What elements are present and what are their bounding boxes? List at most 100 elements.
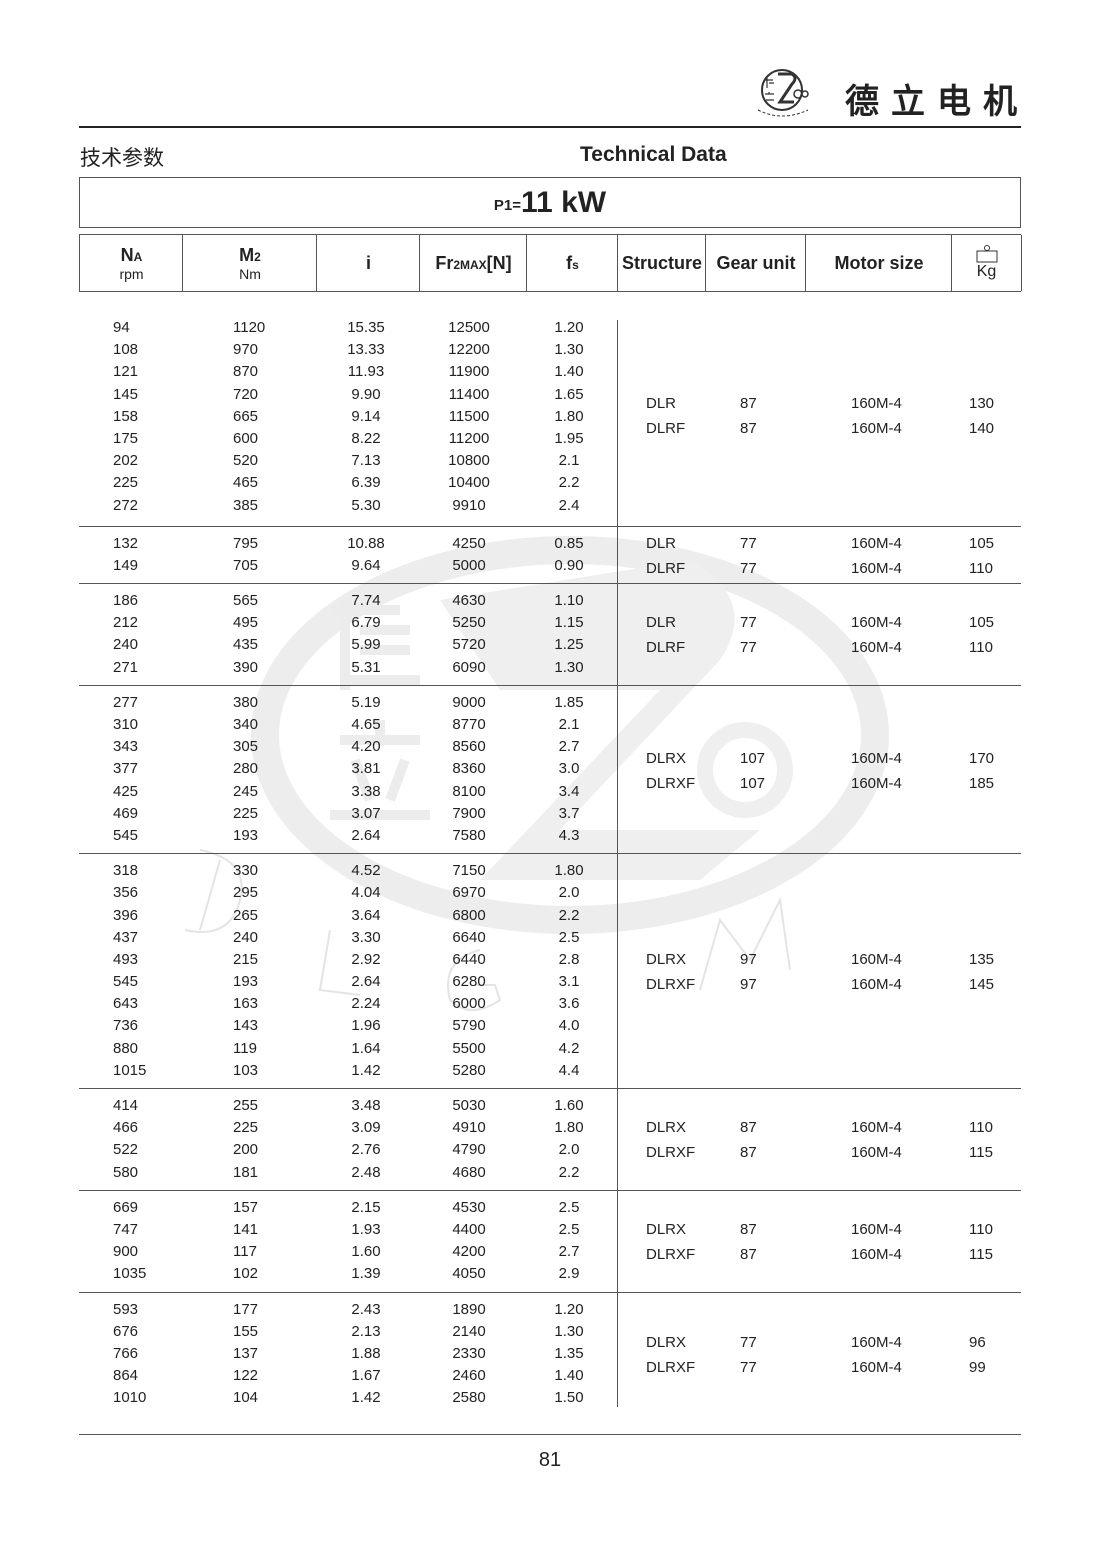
table-header: NA rpm M2 Nm i Fr2MAX[N] fs Structure Gear… [79,234,1022,292]
table-row: 158 665 9.14 11500 1.80 [79,406,1021,428]
radial-load: 10400 [448,474,490,492]
output-speed: 747 [113,1220,139,1238]
footer-divider [79,1434,1021,1435]
table-group: 669 157 2.15 4530 2.5 747 141 1.93 4400 2.5 900 117… [79,1190,1021,1294]
column-divider [617,1089,618,1192]
radial-load: 4910 [452,1119,486,1137]
gear-unit: 87 [740,1119,757,1137]
output-speed: 343 [113,738,139,756]
table-row: 469 225 3.07 7900 3.7 [79,803,1021,825]
weight: 105 [969,614,995,632]
column-divider [617,1190,618,1294]
table-group: 318 330 4.52 7150 1.80 356 295 4.04 6970 2.0 396 26… [79,854,1021,1090]
ratio: 6.79 [351,614,381,632]
output-torque: 255 [233,1097,259,1114]
gear-unit: 87 [740,1246,757,1264]
output-torque: 520 [233,452,259,470]
output-speed: 425 [113,782,139,800]
radial-load: 6000 [452,995,486,1013]
ratio: 1.64 [351,1039,381,1057]
output-torque: 122 [233,1367,259,1385]
service-factor: 1.15 [554,614,584,632]
ratio: 1.93 [351,1220,381,1238]
gear-unit: 77 [740,534,757,552]
structure: DLRX [646,951,687,969]
gear-unit: 87 [740,394,757,412]
radial-load: 2580 [452,1389,486,1407]
table-row: 94 1120 15.35 12500 1.20 [79,317,1021,339]
ratio: 11.93 [347,363,385,381]
ratio: 2.43 [351,1300,381,1318]
brand-name: 德立电机 [845,82,1029,122]
motor-size: 160M-4 [851,639,902,657]
table-row: 396 265 3.64 6800 2.2 [79,905,1021,927]
col-motor-size: Motor size [805,235,952,291]
radial-load: 4200 [452,1243,486,1261]
structure: DLRX [646,1221,687,1239]
service-factor: 3.6 [558,995,580,1013]
table-row: 121 870 11.93 11900 1.40 [79,361,1021,383]
radial-load: 5250 [452,614,486,632]
output-torque: 137 [233,1344,259,1362]
output-torque: 225 [233,1119,259,1137]
table-row: 522 200 2.76 4790 2.0 [79,1139,1021,1161]
weight: 115 [969,1144,993,1162]
ratio: 2.76 [351,1141,381,1159]
table-row: 593 177 2.43 1890 1.20 [79,1299,1021,1321]
service-factor: 0.90 [554,556,584,574]
output-speed: 522 [113,1141,139,1159]
spec-row: DLRXF 97 160M-4 145 [79,972,1021,997]
radial-load: 5000 [452,556,486,574]
table-group: 186 565 7.74 4630 1.10 212 495 6.79 5250 1.15 240 4… [79,584,1021,687]
table-row: 676 155 2.13 2140 1.30 [79,1321,1021,1343]
motor-size: 160M-4 [851,1359,902,1376]
ratio: 1.39 [351,1265,381,1283]
service-factor: 1.60 [554,1097,584,1114]
radial-load: 11900 [448,363,490,381]
motor-size: 160M-4 [851,1119,902,1137]
table-row: 1035 102 1.39 4050 2.9 [79,1263,1021,1285]
ratio: 4.65 [351,716,381,733]
output-speed: 356 [113,884,139,902]
output-torque: 240 [233,928,259,946]
power-value: 11 kW [521,186,607,219]
radial-load: 6800 [452,906,486,924]
output-speed: 121 [113,363,139,381]
ratio: 2.64 [351,826,381,844]
brand-logo [757,69,809,117]
output-torque: 102 [233,1265,259,1283]
output-speed: 225 [113,474,139,492]
motor-size: 160M-4 [851,559,902,577]
service-factor: 2.1 [558,452,580,470]
ratio: 3.09 [351,1119,381,1137]
weight: 145 [969,976,995,994]
output-speed: 414 [113,1097,139,1114]
table-row: 414 255 3.48 5030 1.60 [79,1095,1021,1117]
ratio: 2.64 [351,973,381,991]
gear-unit: 77 [740,1359,757,1376]
table-row: 864 122 1.67 2460 1.40 [79,1365,1021,1387]
ratio: 1.42 [351,1061,381,1079]
radial-load: 6440 [452,950,486,968]
power-rating-box: P1=11 kW [79,177,1021,228]
structure: DLRXF [646,1246,696,1264]
output-speed: 1015 [113,1061,147,1079]
service-factor: 1.50 [554,1389,584,1407]
title-english: Technical Data [580,143,727,166]
output-torque: 705 [233,556,259,574]
output-torque: 340 [233,716,259,733]
ratio: 2.48 [351,1163,381,1181]
col-fs: fs [526,235,618,291]
table-row: 240 435 5.99 5720 1.25 [79,634,1021,656]
output-torque: 600 [233,429,259,447]
service-factor: 1.30 [554,341,584,359]
col-m2: M2 Nm [182,235,317,291]
structure: DLRF [646,419,686,437]
radial-load: 2460 [452,1367,486,1385]
output-speed: 132 [113,534,139,552]
output-torque: 720 [233,385,259,403]
radial-load: 12500 [448,319,490,336]
ratio: 7.13 [351,452,381,470]
table-row: 1010 104 1.42 2580 1.50 [79,1387,1021,1409]
output-speed: 766 [113,1344,139,1362]
